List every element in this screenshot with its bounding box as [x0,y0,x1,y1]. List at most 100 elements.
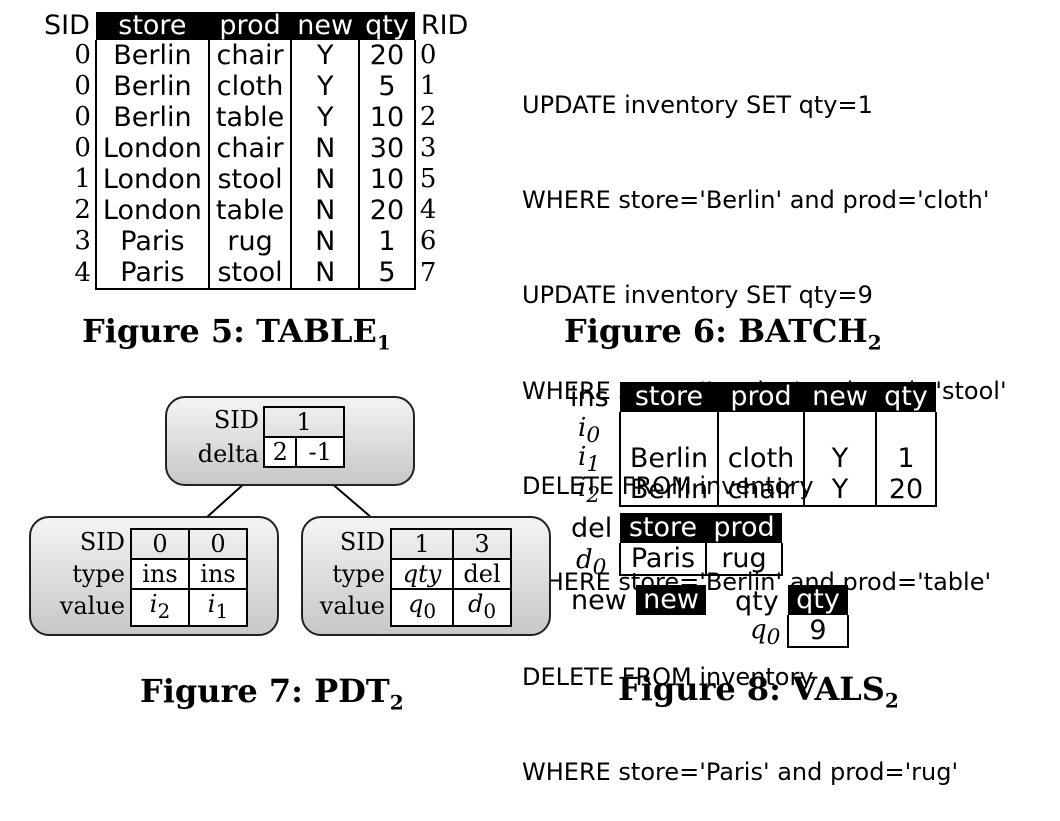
value-var: i [207,590,216,618]
table-row: 0 Berlin cloth Y 5 1 [38,71,474,102]
left-leaf-table: 0 0 ins ins i2 i1 [130,528,248,627]
rid-cell: 6 [419,226,437,256]
new-label: new [571,585,627,616]
value-var: q [407,590,424,618]
new-cell [803,412,877,443]
rid-cell: 1 [419,71,437,101]
col-prod-header: prod [208,12,292,40]
tree-edges [205,481,373,519]
table-row: 3 Paris rug N 1 6 [38,226,474,257]
new-cell: N [290,226,361,257]
qty-cell: 9 [787,615,849,648]
type-value: ins [130,558,190,590]
value-var: d [467,590,484,618]
value-subscript: 2 [157,598,171,623]
sid-cell: 0 [74,102,91,132]
table-row: Berlin chair Y 20 [619,474,937,507]
new-cell: N [290,133,361,164]
prod-cell: stool [207,164,293,195]
col-new-header: new [804,382,876,412]
col-store-header: store [620,513,706,543]
store-cell: Berlin [619,443,719,474]
right-leaf-table: 1 3 qty del q0 d0 [390,528,512,627]
sid-value: 1 [390,528,454,560]
store-cell: Berlin [94,40,210,71]
table1: SID store prod new qty RID 0 Berlin chai… [38,12,475,290]
figure6-caption: Figure 6: BATCH2 [564,312,882,354]
prod-cell: table [207,102,293,133]
ins-label: ins [570,382,609,413]
del-table: store prod Paris rug [619,513,783,576]
qty-cell: 20 [875,474,937,507]
store-cell: Berlin [619,474,719,507]
value-subscript: 0 [423,598,437,623]
new-cell: N [290,257,361,290]
new-cell: Y [803,443,877,474]
qty-cell: 1 [875,443,937,474]
sid-value: 3 [452,528,512,560]
table-row [619,412,937,443]
col-prod-header: prod [706,513,782,543]
figure5-caption: Figure 5: TABLE1 [82,312,391,354]
prod-cell: rug [705,543,783,576]
col-qty-header: qty [359,12,415,40]
qty-table: qty 9 [787,585,849,648]
pdt-left-leaf: SID type value 0 0 ins ins i2 i1 [29,516,279,636]
table-row: 0 Berlin table Y 10 2 [38,102,474,133]
new-cell: N [290,195,361,226]
sid-value: 0 [188,528,248,560]
sid-header: SID [38,12,96,40]
root-table: 1 2 -1 [262,406,345,468]
type-label: type [72,560,125,588]
qty-cell: 10 [358,164,416,195]
rid-cell: 0 [419,40,437,70]
prod-cell: cloth [207,71,293,102]
figure7-caption: Figure 7: PDT2 [140,672,404,714]
type-value: qty [390,558,454,590]
prod-cell: rug [207,226,293,257]
rid-cell: 4 [419,195,437,225]
rid-cell: 7 [419,257,437,288]
qty-cell: 5 [358,257,416,290]
ins-table: store prod new qty Berlin cloth Y 1 Berl… [619,382,937,507]
ins-row-label: i1 [578,442,601,478]
qty-cell: 20 [358,195,416,226]
new-cell: Y [290,71,361,102]
qty-cell: 1 [358,226,416,257]
rid-cell: 2 [419,102,437,132]
value-subscript: 1 [215,598,229,623]
caption-text: Figure 6: BATCH [564,312,868,350]
prod-cell [717,412,805,443]
tree-edge-left [205,481,247,519]
prod-cell: cloth [717,443,805,474]
table-row: 2 London table N 20 4 [38,195,474,226]
store-cell: London [94,133,210,164]
qty-cell: 5 [358,71,416,102]
table-row: 4 Paris stool N 5 7 [38,257,474,290]
table-row: 0 London chair N 30 3 [38,133,474,164]
rid-cell: 5 [419,164,437,194]
qty-row-label: q0 [750,615,781,651]
caption-subscript: 2 [389,690,404,715]
caption-subscript: 2 [884,688,899,713]
col-prod-header: prod [718,382,804,412]
col-qty-header: qty [788,585,848,615]
ins-row-label: i0 [578,413,601,449]
rid-cell: 3 [419,133,437,163]
store-cell: Paris [619,543,707,576]
value-subscript: 0 [483,598,497,623]
sid-cell: 2 [74,195,91,225]
caption-text: Figure 5: TABLE [82,312,377,350]
qty-cell [875,412,937,443]
prod-cell: chair [207,133,293,164]
store-cell: London [94,164,210,195]
value-cell: d0 [452,588,512,627]
sid-cell: 4 [74,257,91,288]
prod-cell: stool [207,257,293,290]
prod-cell: table [207,195,293,226]
store-cell: Berlin [94,102,210,133]
value-cell: i1 [188,588,248,627]
pdt-root-node: SID delta 1 2 -1 [165,396,415,486]
qty-cell: 10 [358,102,416,133]
store-cell: Paris [94,257,210,290]
